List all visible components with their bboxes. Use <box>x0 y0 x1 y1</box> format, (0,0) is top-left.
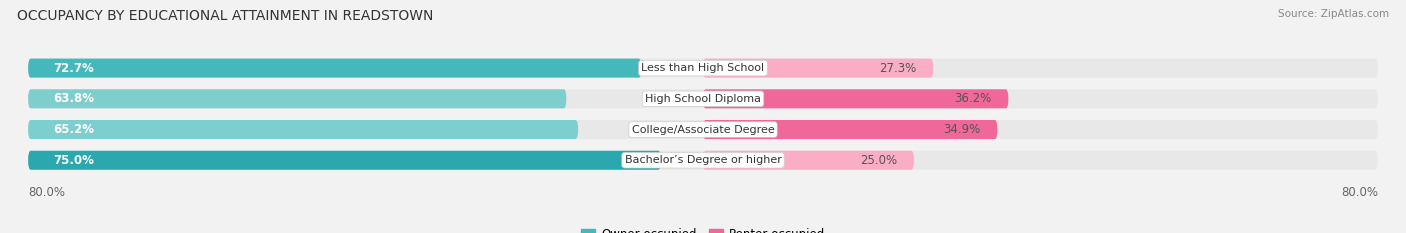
Text: 63.8%: 63.8% <box>53 92 94 105</box>
Text: Source: ZipAtlas.com: Source: ZipAtlas.com <box>1278 9 1389 19</box>
FancyBboxPatch shape <box>28 151 1378 170</box>
Text: 65.2%: 65.2% <box>53 123 94 136</box>
Text: 75.0%: 75.0% <box>53 154 94 167</box>
Text: 72.7%: 72.7% <box>53 62 94 75</box>
Legend: Owner-occupied, Renter-occupied: Owner-occupied, Renter-occupied <box>576 224 830 233</box>
Text: OCCUPANCY BY EDUCATIONAL ATTAINMENT IN READSTOWN: OCCUPANCY BY EDUCATIONAL ATTAINMENT IN R… <box>17 9 433 23</box>
Text: 36.2%: 36.2% <box>955 92 991 105</box>
Text: 34.9%: 34.9% <box>943 123 980 136</box>
Text: High School Diploma: High School Diploma <box>645 94 761 104</box>
Text: 25.0%: 25.0% <box>860 154 897 167</box>
FancyBboxPatch shape <box>28 58 641 78</box>
FancyBboxPatch shape <box>703 89 1008 108</box>
FancyBboxPatch shape <box>28 58 1378 78</box>
Text: 27.3%: 27.3% <box>879 62 917 75</box>
FancyBboxPatch shape <box>28 120 1378 139</box>
FancyBboxPatch shape <box>703 120 997 139</box>
Text: Less than High School: Less than High School <box>641 63 765 73</box>
FancyBboxPatch shape <box>28 89 1378 108</box>
Text: College/Associate Degree: College/Associate Degree <box>631 124 775 134</box>
FancyBboxPatch shape <box>28 120 578 139</box>
FancyBboxPatch shape <box>28 89 567 108</box>
FancyBboxPatch shape <box>28 151 661 170</box>
FancyBboxPatch shape <box>703 58 934 78</box>
Text: 80.0%: 80.0% <box>28 186 65 199</box>
Text: Bachelor’s Degree or higher: Bachelor’s Degree or higher <box>624 155 782 165</box>
FancyBboxPatch shape <box>703 151 914 170</box>
Text: 80.0%: 80.0% <box>1341 186 1378 199</box>
